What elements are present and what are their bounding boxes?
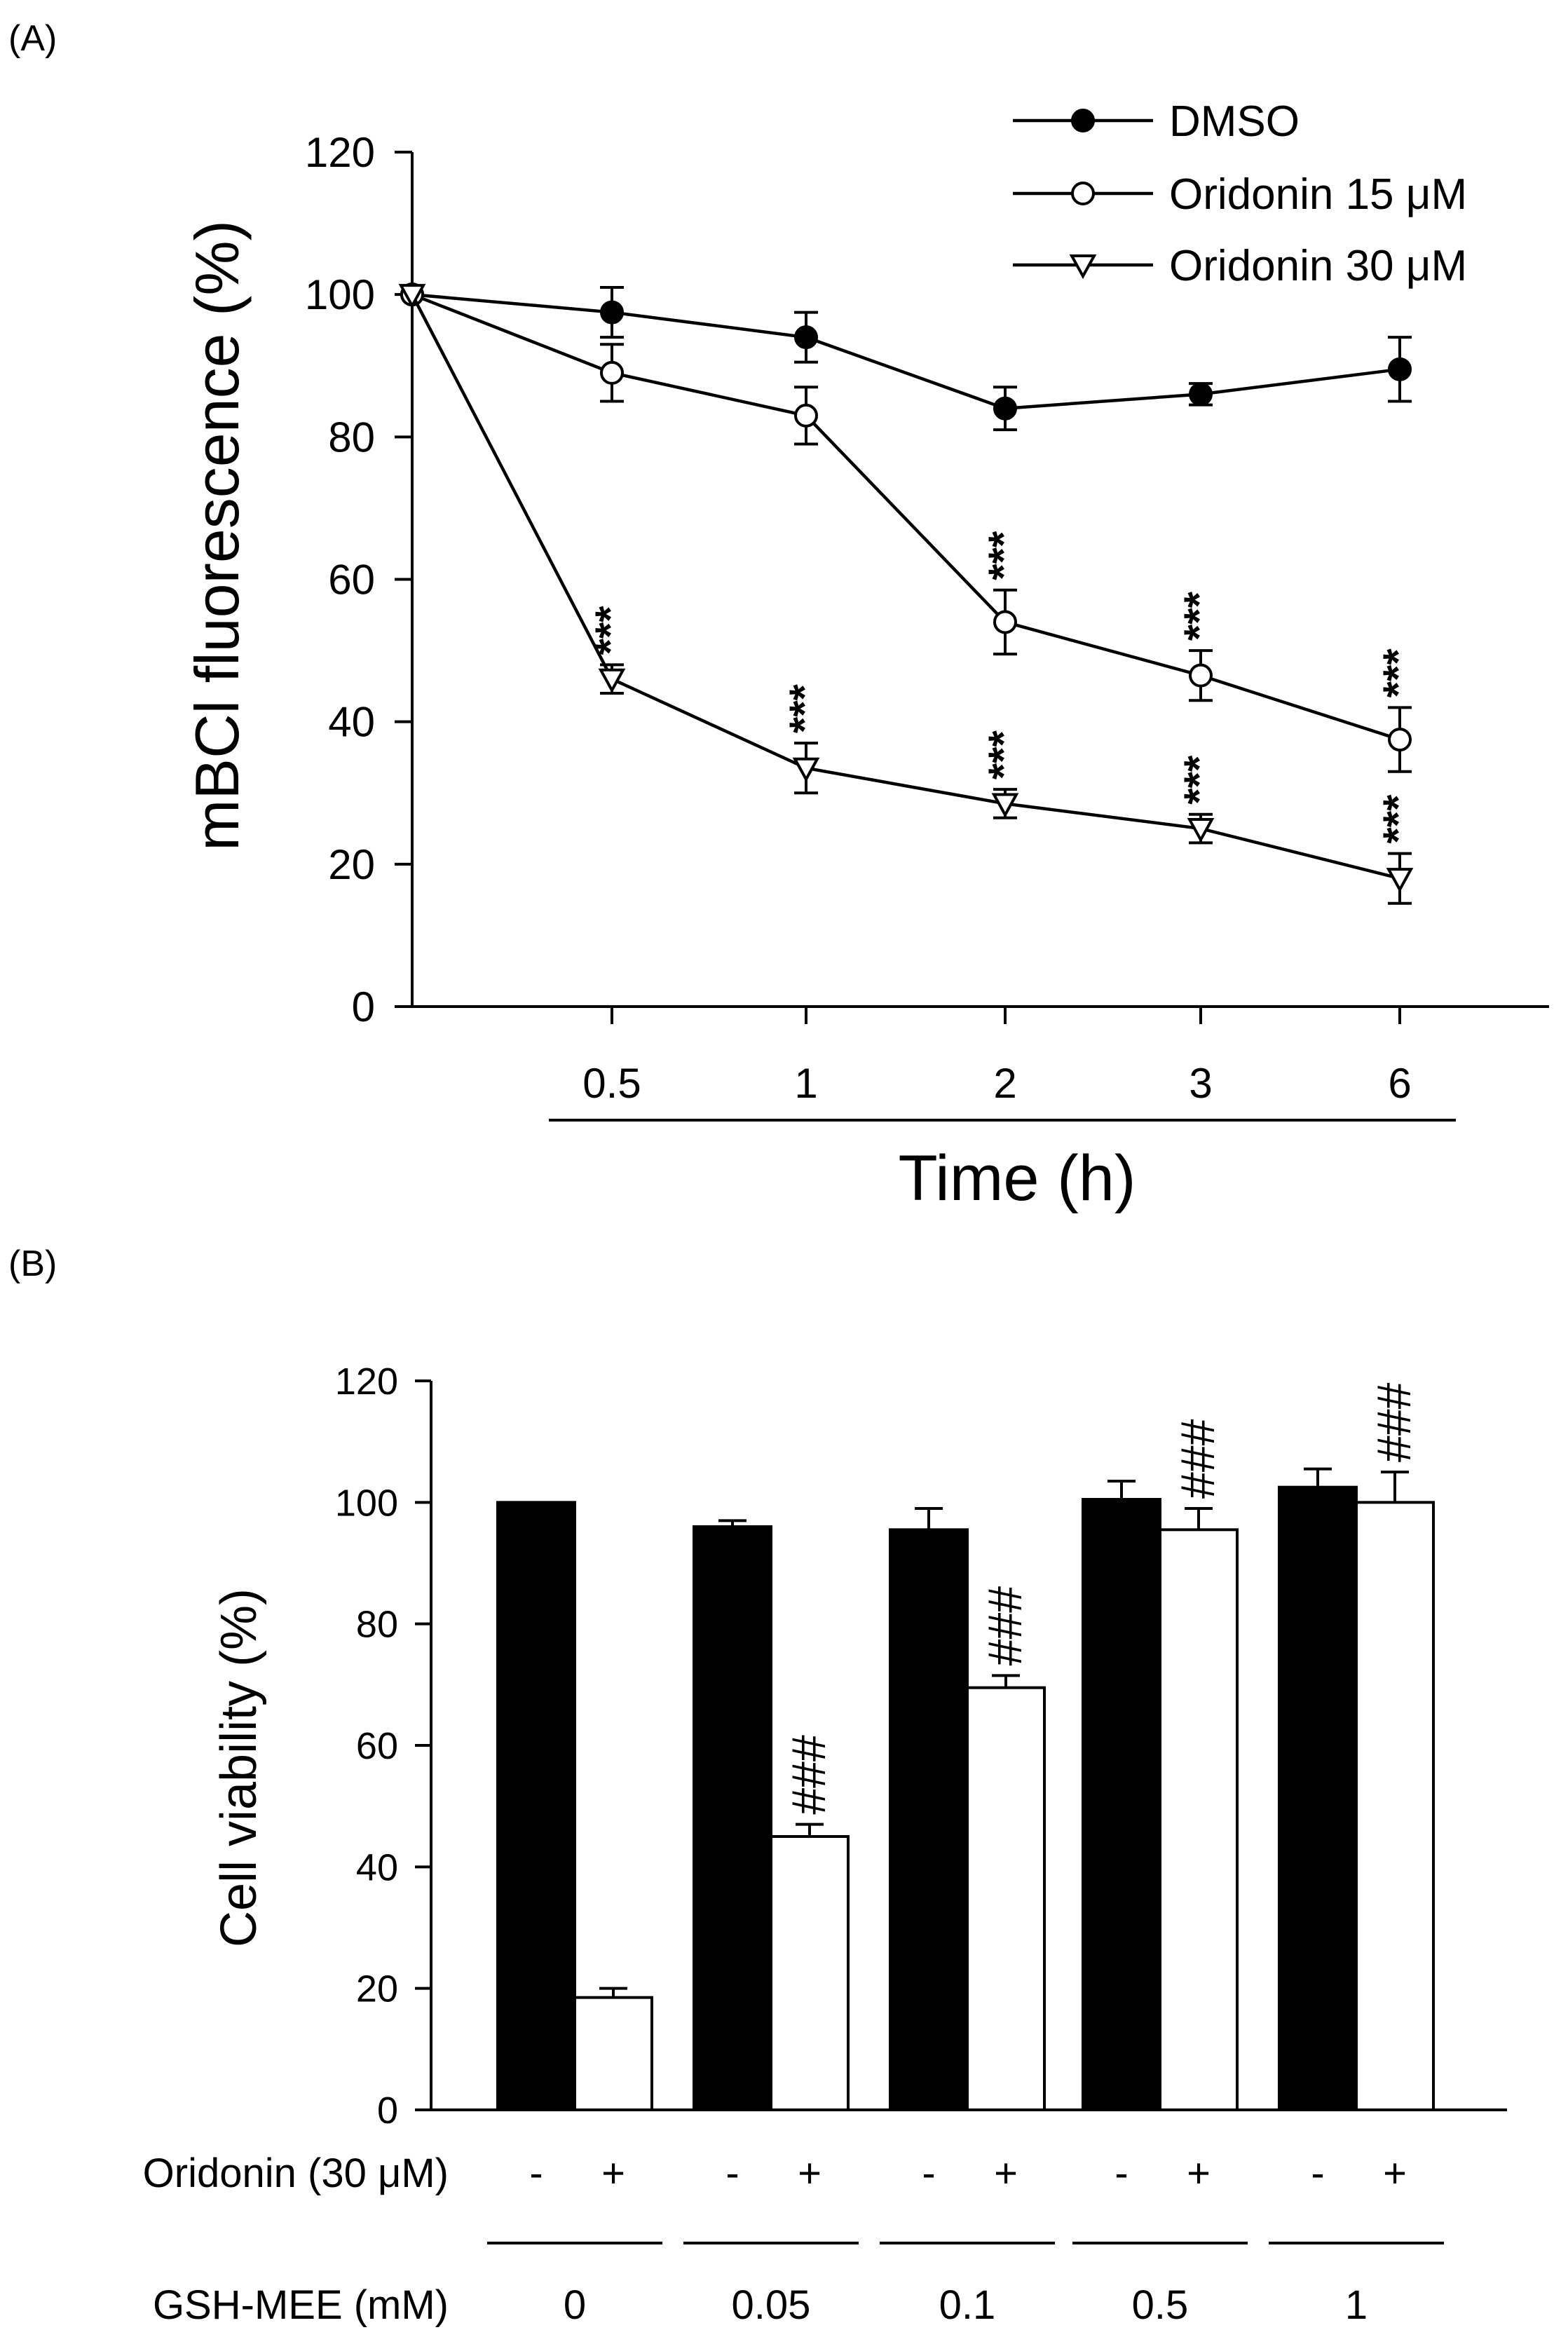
data-point-oridonin-30-m (1187, 818, 1215, 843)
oridonin-row-label: Oridonin (30 μM) (143, 2151, 449, 2196)
significance-label: *** (980, 531, 1027, 580)
data-point-oridonin-30-m (398, 284, 426, 309)
data-point-oridonin-30-m (598, 668, 626, 693)
panel-a-x-axis-label: Time (h) (898, 1143, 1136, 1214)
data-point-oridonin-15-m (1189, 663, 1213, 688)
y-tick-label: 120 (335, 1361, 398, 1403)
y-tick-label: 100 (305, 271, 375, 318)
y-tick-label: 60 (356, 1725, 398, 1767)
panel-b-y-axis-label: Cell viability (%) (211, 1588, 267, 1947)
significance-label: *** (1375, 648, 1422, 698)
data-point-oridonin-15-m (1388, 728, 1412, 752)
significance-label: *** (781, 683, 828, 733)
oridonin-plus-sign: + (798, 2151, 822, 2196)
data-point-oridonin-30-m (1386, 868, 1414, 893)
y-tick-label: 100 (335, 1482, 398, 1524)
bar-white (770, 1835, 850, 2111)
data-point-dmso (1189, 382, 1213, 407)
data-point-oridonin-30-m (991, 793, 1019, 818)
data-point-oridonin-15-m (600, 360, 624, 385)
gsh-mee-row-label: GSH-MEE (mM) (153, 2282, 449, 2328)
oridonin-plus-sign: + (1187, 2151, 1211, 2196)
oridonin-minus-sign: - (1311, 2151, 1324, 2196)
x-tick-label: 0.5 (582, 1060, 641, 1107)
data-point-oridonin-15-m (794, 403, 818, 428)
bar-white (1355, 1501, 1435, 2111)
legend-label-dmso: DMSO (1169, 97, 1300, 146)
y-tick-label: 40 (356, 1846, 398, 1888)
gsh-mee-value: 0 (564, 2282, 586, 2328)
legend-marker-oridonin-15-m (1071, 182, 1095, 205)
y-tick-label: 40 (328, 699, 375, 746)
panel-a-y-axis-label: mBCl fluorescence (%) (182, 220, 252, 851)
oridonin-plus-sign: + (1383, 2151, 1407, 2196)
series-line-dmso (411, 292, 1400, 410)
oridonin-minus-sign: - (1114, 2151, 1128, 2196)
legend-marker-dmso (1071, 109, 1095, 132)
significance-label: ### (1368, 1382, 1421, 1462)
oridonin-plus-sign: + (601, 2151, 625, 2196)
panel-a-line-chart: 0 20 40 60 80 100 120 0.5 1 2 3 6 *** *** *** *** *** ***… (305, 97, 1549, 1122)
significance-label: ### (1171, 1419, 1225, 1499)
gsh-mee-value: 1 (1345, 2282, 1368, 2328)
data-point-oridonin-15-m (993, 610, 1017, 634)
y-tick-label: 20 (356, 1968, 398, 2010)
legend-label-oridonin-15-m: Oridonin 15 μM (1169, 170, 1467, 219)
y-tick-label: 20 (328, 841, 375, 888)
y-tick-label: 120 (305, 129, 375, 176)
significance-label: *** (1175, 755, 1222, 805)
bar-white (1159, 1528, 1239, 2111)
data-point-oridonin-30-m (792, 757, 820, 782)
bar-white (573, 1996, 653, 2112)
bar-black (693, 1525, 772, 2111)
y-tick-label: 0 (377, 2090, 398, 2132)
oridonin-minus-sign: - (529, 2151, 543, 2196)
legend-label-oridonin-30-m: Oridonin 30 μM (1169, 242, 1467, 290)
bar-black (496, 1501, 576, 2111)
x-tick-label: 3 (1189, 1060, 1212, 1107)
data-point-dmso (794, 325, 818, 350)
y-tick-label: 80 (328, 414, 375, 461)
significance-label: *** (1375, 794, 1422, 844)
data-point-dmso (600, 300, 624, 325)
significance-label: ### (782, 1735, 836, 1815)
x-tick-label: 1 (794, 1060, 817, 1107)
y-tick-label: 0 (352, 983, 375, 1030)
bar-black (1278, 1485, 1358, 2112)
data-point-dmso (1388, 357, 1412, 381)
gsh-mee-value: 0.05 (732, 2282, 811, 2328)
gsh-mee-value: 0.1 (939, 2282, 996, 2328)
significance-label: *** (587, 606, 634, 655)
series-line-oridonin-30-m (411, 294, 1400, 880)
significance-label: *** (1175, 591, 1222, 641)
legend-marker-oridonin-30-m (1069, 254, 1097, 280)
bar-white (966, 1686, 1046, 2112)
oridonin-minus-sign: - (922, 2151, 935, 2196)
x-tick-label: 6 (1388, 1060, 1411, 1107)
oridonin-plus-sign: + (994, 2151, 1018, 2196)
data-point-dmso (993, 396, 1017, 421)
y-tick-label: 60 (328, 557, 375, 604)
gsh-mee-value: 0.5 (1132, 2282, 1189, 2328)
x-tick-label: 2 (993, 1060, 1016, 1107)
panel-a-label: (A) (8, 18, 57, 59)
series-line-oridonin-15-m (411, 293, 1400, 742)
bar-black (889, 1528, 969, 2111)
significance-label: ### (979, 1586, 1032, 1666)
panel-b-bar-chart: 0 20 40 60 80 100 120 - +0 - ### +0.05 - ### +0.1 - ### +… (335, 1361, 1507, 2328)
oridonin-minus-sign: - (725, 2151, 739, 2196)
significance-label: *** (980, 730, 1027, 779)
y-tick-label: 80 (356, 1604, 398, 1646)
bar-black (1082, 1498, 1161, 2111)
panel-b-label: (B) (8, 1243, 57, 1284)
